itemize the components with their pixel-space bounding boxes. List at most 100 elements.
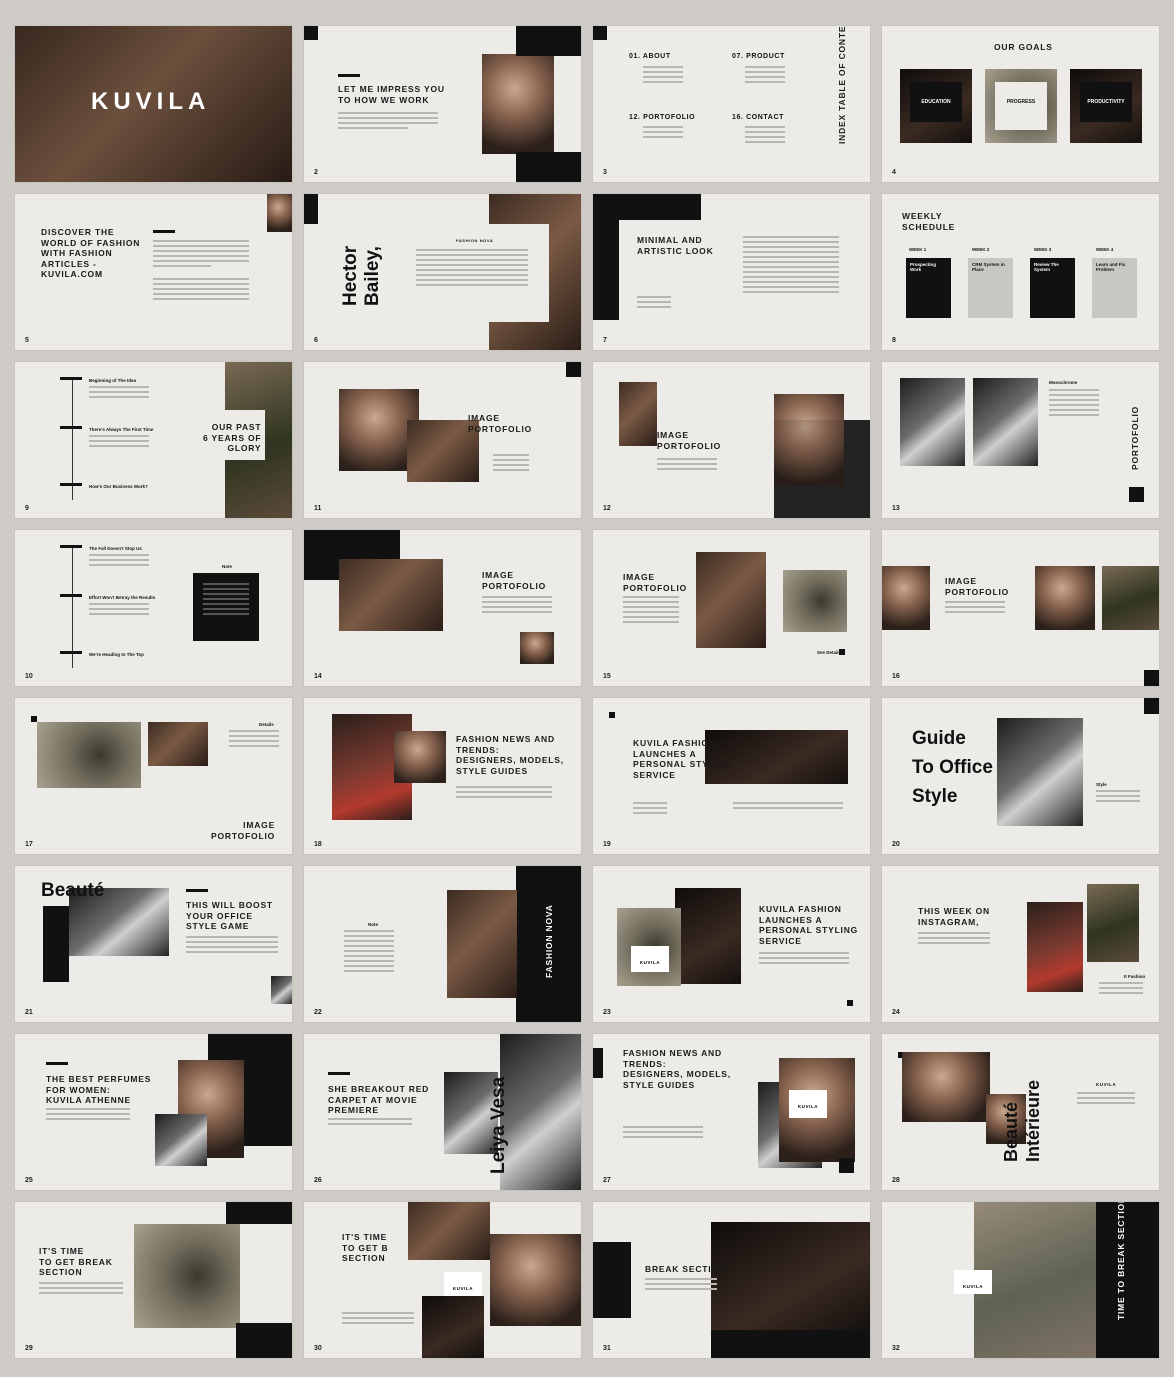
slide-number: 26 <box>314 1177 322 1184</box>
slide-title: IMAGE PORTOFOLIO <box>468 413 533 434</box>
slide-number: 17 <box>25 841 33 848</box>
slide-18[interactable]: FASHION NEWS AND TRENDS: DESIGNERS, MODE… <box>304 698 581 854</box>
slide-3[interactable]: 01. ABOUT 07. PRODUCT 12. PORTOFOLIO 16.… <box>593 26 870 182</box>
slide-number: 30 <box>314 1345 322 1352</box>
slide-20[interactable]: Guide To Office Style Style 20 <box>882 698 1159 854</box>
label: FASHION NOVA <box>456 238 494 243</box>
slide-21[interactable]: Beauté THIS WILL BOOST YOUR OFFICE STYLE… <box>15 866 292 1022</box>
photo <box>1027 902 1083 992</box>
slide-5[interactable]: DISCOVER THE WORLD OF FASHION WITH FASHI… <box>15 194 292 350</box>
task-card: Review The System <box>1030 258 1075 318</box>
corner-block <box>1144 670 1159 686</box>
corner-block <box>847 1000 853 1006</box>
big-title: Beauté <box>41 880 105 901</box>
body-text <box>482 596 552 616</box>
slide-11[interactable]: IMAGE PORTOFOLIO 11 <box>304 362 581 518</box>
body-text <box>89 435 149 450</box>
slide-2[interactable]: LET ME IMPRESS YOU TO HOW WE WORK 2 <box>304 26 581 182</box>
timeline-marker <box>60 545 82 548</box>
body-text <box>1099 982 1143 997</box>
label: KUVILA <box>1096 1082 1117 1087</box>
photo <box>520 632 554 664</box>
photo <box>339 559 443 631</box>
slide-9[interactable]: Beginning of The Idea There's Always The… <box>15 362 292 518</box>
photo <box>902 1052 990 1122</box>
slide-29[interactable]: IT'S TIME TO GET BREAK SECTION 29 <box>15 1202 292 1358</box>
photo <box>619 382 657 446</box>
photo <box>973 378 1038 466</box>
slide-14[interactable]: IMAGE PORTOFOLIO 14 <box>304 530 581 686</box>
toc-list <box>745 126 785 146</box>
slide-title: LET ME IMPRESS YOU TO HOW WE WORK <box>338 84 445 105</box>
tag-pill <box>186 889 208 892</box>
photo <box>711 1222 870 1332</box>
corner-block <box>304 194 318 224</box>
photo <box>408 1202 490 1260</box>
slide-number: 11 <box>314 505 322 512</box>
slide-10[interactable]: The Fall Doesn't Stop Us Effort Won't Be… <box>15 530 292 686</box>
slide-12[interactable]: IMAGE PORTOFOLIO 12 <box>593 362 870 518</box>
slide-title: THE BEST PERFUMES FOR WOMEN: KUVILA ATHE… <box>46 1074 152 1105</box>
slide-number: 31 <box>603 1345 611 1352</box>
slide-number: 10 <box>25 673 33 680</box>
slide-26[interactable]: SHE BREAKOUT RED CARPET AT MOVIE PREMIER… <box>304 1034 581 1190</box>
slide-13[interactable]: Monochrome PORTOFOLIO 13 <box>882 362 1159 518</box>
arrow-icon[interactable] <box>839 649 845 655</box>
white-panel <box>449 224 549 322</box>
tag-pill <box>46 1062 68 1065</box>
photo <box>1102 566 1159 630</box>
note-label: Note <box>222 564 232 569</box>
photo <box>339 389 419 471</box>
slide-24[interactable]: THIS WEEK ON INSTAGRAM, It Fashion 24 <box>882 866 1159 1022</box>
slide-6[interactable]: Hector Bailey, FASHION NOVA 6 <box>304 194 581 350</box>
big-name: Leiya Vesa <box>488 1076 509 1174</box>
slide-28[interactable]: Beauté Intérieure KUVILA 28 <box>882 1034 1159 1190</box>
slide-number: 29 <box>25 1345 33 1352</box>
slide-16[interactable]: IMAGE PORTOFOLIO 16 <box>882 530 1159 686</box>
logo-card: KUVILA <box>789 1090 827 1118</box>
timeline-label: How's Our Business Work? <box>89 484 148 489</box>
see-details-link[interactable]: See Details <box>817 650 842 655</box>
slide-title: MINIMAL AND ARTISTIC LOOK <box>637 235 714 256</box>
slide-25[interactable]: THE BEST PERFUMES FOR WOMEN: KUVILA ATHE… <box>15 1034 292 1190</box>
body-text <box>89 554 149 569</box>
slide-22[interactable]: Note FASHION NOVA 22 <box>304 866 581 1022</box>
photo <box>974 1202 1096 1358</box>
body-text <box>186 936 278 956</box>
slide-7[interactable]: MINIMAL AND ARTISTIC LOOK 7 <box>593 194 870 350</box>
slide-number: 12 <box>603 505 611 512</box>
slide-title: THIS WILL BOOST YOUR OFFICE STYLE GAME <box>186 900 273 931</box>
slide-title: KUVILA FASHION LAUNCHES A PERSONAL STYLI… <box>759 904 859 946</box>
corner-block <box>1129 487 1144 502</box>
photo <box>705 730 848 784</box>
cover-photo <box>15 26 292 182</box>
slide-31[interactable]: BREAK SECTION 31 <box>593 1202 870 1358</box>
photo <box>134 1224 240 1328</box>
slide-30[interactable]: IT'S TIME TO GET B SECTION KUVILA 30 <box>304 1202 581 1358</box>
slide-number: 27 <box>603 1177 611 1184</box>
note-card <box>193 573 259 641</box>
tag-pill <box>328 1072 350 1075</box>
slide-19[interactable]: KUVILA FASHION LAUNCHES A PERSONAL STYLI… <box>593 698 870 854</box>
black-block <box>593 194 701 220</box>
slide-27[interactable]: FASHION NEWS AND TRENDS: DESIGNERS, MODE… <box>593 1034 870 1190</box>
slide-4[interactable]: OUR GOALS EDUCATION PROGRESS PRODUCTIVIT… <box>882 26 1159 182</box>
photo <box>482 54 554 154</box>
corner-block <box>31 716 37 722</box>
photo <box>69 888 169 956</box>
slide-8[interactable]: WEEKLY SCHEDULE WEEK 1 WEEK 2 WEEK 3 WEE… <box>882 194 1159 350</box>
slide-number: 7 <box>603 337 607 344</box>
slide-15[interactable]: IMAGE PORTOFOLIO See Details 15 <box>593 530 870 686</box>
slide-number: 14 <box>314 673 322 680</box>
slide-23[interactable]: KUVILA KUVILA FASHION LAUNCHES A PERSONA… <box>593 866 870 1022</box>
photo <box>696 552 766 648</box>
timeline-marker <box>60 426 82 429</box>
slide-1[interactable]: KUVILA <box>15 26 292 182</box>
slide-title: THIS WEEK ON INSTAGRAM, <box>918 906 990 927</box>
slide-number: 24 <box>892 1009 900 1016</box>
slide-17[interactable]: Details IMAGE PORTOFOLIO 17 <box>15 698 292 854</box>
slide-number: 23 <box>603 1009 611 1016</box>
slide-32[interactable]: KUVILA TIME TO BREAK SECTION 32 <box>882 1202 1159 1358</box>
body-text <box>1096 790 1140 805</box>
toc-item: 16. CONTACT <box>732 114 784 121</box>
